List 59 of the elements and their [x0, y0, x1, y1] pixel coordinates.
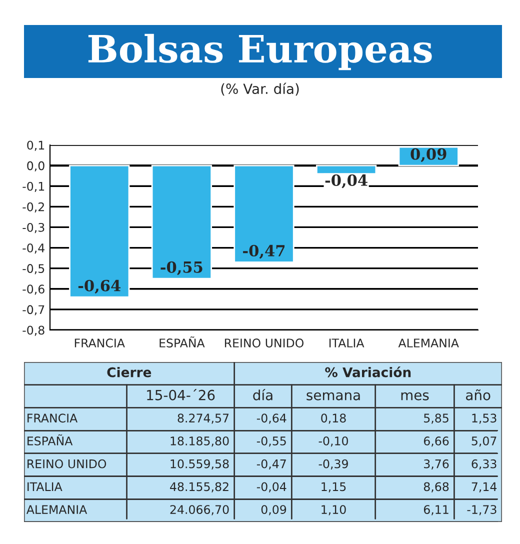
text: año: [466, 389, 490, 400]
data-label: -0,55: [160, 261, 202, 276]
text: mes: [401, 392, 429, 400]
text: 48.155,82: [170, 482, 228, 492]
text: 0,18: [321, 414, 346, 424]
text: % Variación: [325, 366, 411, 378]
text: -0,10: [318, 436, 348, 447]
text: día: [253, 389, 272, 400]
text: 3,76: [424, 459, 449, 470]
x-tick-label: REINO UNIDO: [224, 338, 304, 348]
text: 15-04-´26: [147, 389, 215, 400]
text: -0,39: [318, 459, 348, 470]
data-label: 0,09: [410, 148, 446, 162]
text: 6,33: [472, 459, 496, 470]
x-tick-label: FRANCIA: [74, 338, 125, 348]
text: ALEMANIA: [26, 505, 88, 514]
text: ESPAÑA: [28, 434, 73, 446]
y-tick-label: -0,7: [22, 305, 44, 316]
text: 5,07: [472, 436, 496, 447]
text: 6,11: [424, 505, 448, 516]
text: 8.274,57: [178, 414, 229, 424]
y-tick-label: -0,5: [22, 264, 44, 274]
text: 0,09: [261, 505, 286, 516]
text: 18.185,80: [170, 436, 229, 447]
text: -0,47: [256, 459, 286, 470]
data-label: -0,64: [78, 280, 121, 294]
y-tick-label: -0,3: [22, 222, 44, 234]
y-tick-label: 0,0: [27, 161, 44, 172]
text: 5,85: [424, 414, 448, 424]
text: 1,10: [322, 505, 346, 516]
y-tick-label: -0,6: [22, 284, 44, 295]
text: 24.066,70: [170, 505, 229, 516]
text: 1,15: [322, 482, 346, 492]
text: ITALIA: [28, 482, 62, 491]
data-label: -0,04: [325, 174, 368, 188]
x-tick-label: ESPAÑA: [160, 336, 205, 348]
data-label: -0,47: [243, 244, 285, 259]
text: -0,55: [256, 436, 286, 447]
text: Cierre: [107, 367, 152, 378]
text: 1,53: [472, 414, 496, 424]
x-tick-label: ITALIA: [329, 338, 364, 348]
text: -0,04: [256, 482, 286, 492]
text: 10.559,58: [170, 459, 229, 470]
y-tick-label: -0,2: [22, 202, 44, 213]
y-tick-label: 0,1: [27, 140, 44, 151]
text: -1,73: [467, 505, 496, 516]
y-tick-label: -0,4: [22, 244, 44, 254]
text: 6,66: [424, 436, 449, 447]
text: semana: [306, 392, 360, 400]
text: -0,64: [256, 414, 286, 424]
text: REINO UNIDO: [28, 459, 106, 468]
chart-title: Bolsas Europeas: [88, 34, 432, 70]
text: 8,68: [424, 482, 449, 492]
text: 7,14: [472, 482, 497, 492]
x-tick-label: ALEMANIA: [398, 338, 459, 348]
text: FRANCIA: [28, 414, 78, 423]
y-tick-label: -0,1: [22, 182, 44, 192]
y-tick-label: -0,8: [22, 326, 44, 336]
chart-subtitle: (% Var. día): [221, 82, 299, 96]
